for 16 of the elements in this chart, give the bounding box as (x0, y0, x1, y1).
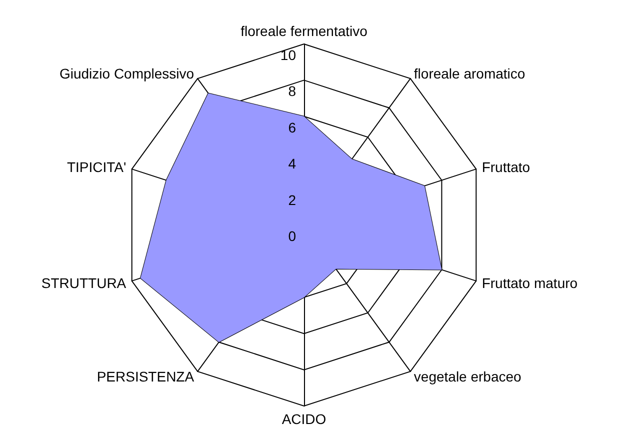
y-tick-label: 2 (288, 192, 296, 208)
y-tick-label: 0 (288, 228, 296, 244)
y-tick-label: 4 (288, 156, 296, 172)
spoke-label: ACIDO (282, 411, 326, 427)
y-tick-label: 10 (280, 47, 296, 63)
y-tick-label: 6 (288, 119, 296, 136)
spoke-label: floreale fermentativo (240, 23, 368, 39)
spoke-label: Fruttato (482, 159, 530, 176)
spoke-label: vegetale erbaceo (414, 368, 522, 384)
spoke-label: STRUTTURA (41, 274, 127, 291)
spoke-label: Giudizio Complessivo (59, 66, 194, 82)
y-tick-label: 8 (288, 83, 296, 100)
spoke-label: floreale aromatico (414, 66, 526, 82)
spoke-label: Fruttato maturo (482, 274, 578, 291)
spoke-label: PERSISTENZA (96, 368, 195, 384)
spoke-label: TIPICITA' (66, 159, 126, 176)
